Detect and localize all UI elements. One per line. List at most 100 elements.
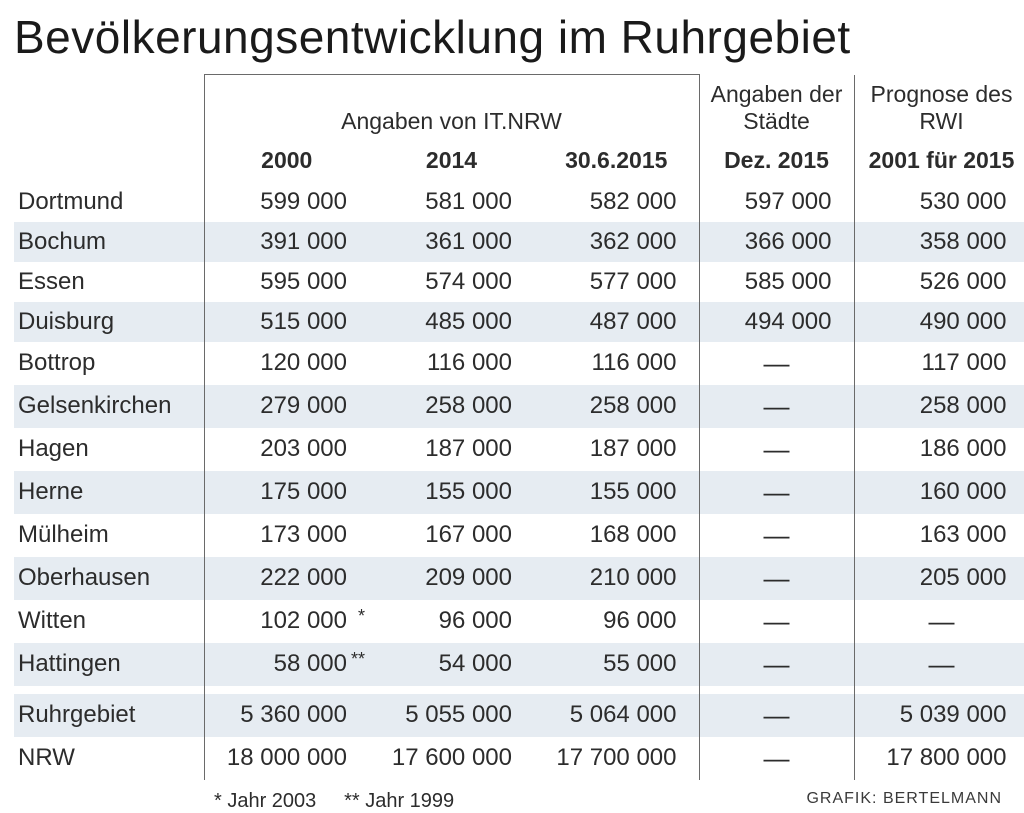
table-cell: 116 000	[534, 342, 699, 385]
table-cell: 116 000	[369, 342, 534, 385]
table-row: Dortmund599 000581 000582 000597 000530 …	[14, 182, 1024, 222]
table-cell: Duisburg	[14, 302, 204, 342]
header-group-cities: Angaben der Städte	[699, 75, 854, 141]
table-cell: —	[699, 737, 854, 780]
table-cell: —	[699, 471, 854, 514]
table-cell: —	[854, 643, 1024, 686]
table-cell: 205 000	[854, 557, 1024, 600]
table-cell: 358 000	[854, 222, 1024, 262]
table-cell: 581 000	[369, 182, 534, 222]
table-footer: * Jahr 2003 ** Jahr 1999 GRAFIK: BERTELM…	[14, 790, 1010, 813]
header-col-2015: 30.6.2015	[534, 141, 699, 182]
table-row: Mülheim173 000167 000168 000—163 000	[14, 514, 1024, 557]
table-row: Essen595 000574 000577 000585 000526 000	[14, 262, 1024, 302]
footnote-1: * Jahr 2003	[214, 790, 316, 812]
table-cell: 599 000	[204, 182, 369, 222]
table-cell: 17 700 000	[534, 737, 699, 780]
table-cell: 485 000	[369, 302, 534, 342]
table-cell: Herne	[14, 471, 204, 514]
table-cell: 173 000	[204, 514, 369, 557]
table-cell: 530 000	[854, 182, 1024, 222]
table-cell: Mülheim	[14, 514, 204, 557]
table-cell: Hagen	[14, 428, 204, 471]
table-cell: —	[699, 342, 854, 385]
population-table: Angaben von IT.NRW Angaben der Städte Pr…	[14, 74, 1024, 780]
table-cell: 258 000	[369, 385, 534, 428]
table-cell: 366 000	[699, 222, 854, 262]
table-cell: 5 039 000	[854, 694, 1024, 737]
table-cell: 210 000	[534, 557, 699, 600]
footnote-marker: *	[358, 606, 365, 627]
table-cell: Bochum	[14, 222, 204, 262]
table-cell: —	[699, 600, 854, 643]
table-cell: 187 000	[534, 428, 699, 471]
table-cell: 577 000	[534, 262, 699, 302]
table-row: Herne175 000155 000155 000—160 000	[14, 471, 1024, 514]
table-cell: 18 000 000	[204, 737, 369, 780]
table-cell: 595 000	[204, 262, 369, 302]
table-cell: 175 000	[204, 471, 369, 514]
page-title: Bevölkerungsentwicklung im Ruhrgebiet	[14, 10, 1010, 64]
table-cell: 155 000	[534, 471, 699, 514]
table-cell: 203 000	[204, 428, 369, 471]
header-col-2000: 2000	[204, 141, 369, 182]
table-cell: 96 000	[534, 600, 699, 643]
table-cell: NRW	[14, 737, 204, 780]
table-cell: 258 000	[854, 385, 1024, 428]
table-cell: 597 000	[699, 182, 854, 222]
table-cell: 55 000	[534, 643, 699, 686]
table-cell: 120 000	[204, 342, 369, 385]
table-cell: —	[699, 694, 854, 737]
table-cell: 17 800 000	[854, 737, 1024, 780]
table-cell: 187 000	[369, 428, 534, 471]
table-row: Oberhausen222 000209 000210 000—205 000	[14, 557, 1024, 600]
table-cell: 186 000	[854, 428, 1024, 471]
table-row: Duisburg515 000485 000487 000494 000490 …	[14, 302, 1024, 342]
table-cell: 515 000	[204, 302, 369, 342]
table-cell: 585 000	[699, 262, 854, 302]
table-cell: —	[699, 643, 854, 686]
table-cell: —	[699, 557, 854, 600]
table-cell: 58 000**	[204, 643, 369, 686]
table-cell: 96 000	[369, 600, 534, 643]
footnotes: * Jahr 2003 ** Jahr 1999	[14, 790, 454, 813]
footnote-marker: **	[351, 649, 365, 670]
header-col-cities: Dez. 2015	[699, 141, 854, 182]
table-cell: 391 000	[204, 222, 369, 262]
table-cell: —	[699, 514, 854, 557]
header-col-rwi: 2001 für 2015	[854, 141, 1024, 182]
table-cell: 279 000	[204, 385, 369, 428]
table-cell: 168 000	[534, 514, 699, 557]
table-cell: 155 000	[369, 471, 534, 514]
table-cell: 526 000	[854, 262, 1024, 302]
table-cell: 487 000	[534, 302, 699, 342]
header-col-2014: 2014	[369, 141, 534, 182]
table-cell: 102 000*	[204, 600, 369, 643]
table-cell: —	[854, 600, 1024, 643]
table-cell: 5 360 000	[204, 694, 369, 737]
table-cell: 222 000	[204, 557, 369, 600]
total-row: Ruhrgebiet5 360 0005 055 0005 064 000—5 …	[14, 694, 1024, 737]
graphic-credit: GRAFIK: BERTELMANN	[806, 790, 1010, 808]
table-cell: 117 000	[854, 342, 1024, 385]
table-cell: 582 000	[534, 182, 699, 222]
table-row: Hattingen58 000**54 00055 000——	[14, 643, 1024, 686]
table-cell: Witten	[14, 600, 204, 643]
footnote-2: ** Jahr 1999	[344, 790, 454, 812]
table-cell: 361 000	[369, 222, 534, 262]
table-cell: 5 064 000	[534, 694, 699, 737]
table-cell: Gelsenkirchen	[14, 385, 204, 428]
table-cell: Ruhrgebiet	[14, 694, 204, 737]
table-cell: 54 000	[369, 643, 534, 686]
table-cell: 258 000	[534, 385, 699, 428]
table-cell: Essen	[14, 262, 204, 302]
table-cell: 163 000	[854, 514, 1024, 557]
table-row: Witten102 000*96 00096 000——	[14, 600, 1024, 643]
table-cell: Dortmund	[14, 182, 204, 222]
table-cell: Bottrop	[14, 342, 204, 385]
table-cell: 490 000	[854, 302, 1024, 342]
table-cell: 5 055 000	[369, 694, 534, 737]
table-cell: 362 000	[534, 222, 699, 262]
table-row: Hagen203 000187 000187 000—186 000	[14, 428, 1024, 471]
table-cell: 17 600 000	[369, 737, 534, 780]
